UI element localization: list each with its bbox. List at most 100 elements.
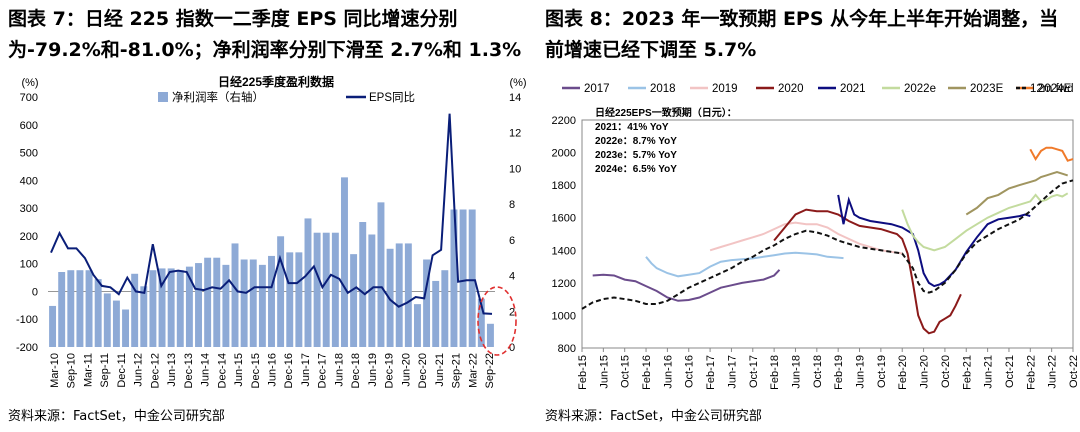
net-margin-bar: [49, 305, 57, 347]
x-tick: Oct-19: [876, 355, 888, 388]
chart1-title: 日经225季度盈利数据: [218, 74, 334, 89]
y-left-tick: 600: [20, 120, 38, 132]
x-tick: Feb-21: [961, 355, 973, 390]
net-margin-bar: [213, 257, 221, 347]
x-tick: Oct-18: [812, 355, 824, 388]
x-tick: Dec-11: [116, 353, 128, 388]
y-left-tick: 500: [20, 148, 38, 160]
x-tick: Jun-17: [300, 353, 312, 387]
net-margin-bar: [103, 293, 111, 347]
net-margin-bar: [67, 270, 75, 347]
series-line-2017: [592, 269, 781, 302]
x-tick: Jun-19: [367, 353, 379, 387]
eps-yoy-line: [50, 113, 493, 315]
net-margin-bar: [158, 268, 166, 347]
series-line-12m-fwd: [581, 179, 1074, 310]
plot-frame: [581, 119, 1074, 349]
legend-bar-label: 净利润率（右轴）: [172, 90, 264, 104]
net-margin-bar: [368, 234, 376, 347]
legend-line-label: EPS同比: [369, 91, 415, 104]
chart1-right-unit: (%): [509, 77, 526, 89]
net-margin-bar: [240, 259, 248, 347]
y-tick: 1400: [552, 245, 576, 257]
y-left-tick: 200: [20, 231, 38, 243]
y-left-tick: 100: [20, 259, 38, 271]
x-tick: Feb-19: [833, 355, 845, 390]
net-margin-bar: [304, 218, 312, 347]
net-margin-bar: [404, 243, 412, 347]
x-tick: Feb-22: [1025, 355, 1037, 390]
annotation-2022e: 2022e：8.7% YoY: [595, 136, 677, 147]
y-right-tick: 14: [509, 92, 521, 104]
annotation-2023e: 2023e：5.7% YoY: [595, 150, 677, 161]
net-margin-bar: [204, 257, 212, 347]
net-margin-bar: [85, 270, 93, 347]
figure7-title: 图表 7：日经 225 指数一二季度 EPS 同比增速分别为-79.2%和-81…: [8, 8, 522, 61]
net-margin-bar: [295, 252, 303, 347]
chart2-title: 日经225EPS一致预期（日元）：: [595, 106, 737, 119]
net-margin-bar: [486, 323, 494, 347]
net-margin-bar: [122, 309, 130, 347]
series-line-2021: [837, 194, 1031, 288]
annotation-2021: 2021：41% YoY: [595, 122, 669, 133]
legend-label-2017: 2017: [584, 83, 610, 95]
x-tick: Jun-21: [983, 355, 995, 389]
net-margin-bar: [140, 286, 148, 347]
net-margin-bar: [377, 202, 385, 347]
y-left-tick: 400: [20, 175, 38, 187]
figure8-title: 图表 8：2023 年一致预期 EPS 从今年上半年开始调整，当前增速已经下调至…: [545, 8, 1059, 61]
net-margin-bar: [322, 232, 330, 347]
net-margin-bar: [459, 209, 467, 347]
x-tick: Dec-20: [417, 353, 429, 388]
x-tick: Feb-18: [769, 355, 781, 390]
x-tick: Dec-19: [384, 353, 396, 388]
y-right-tick: 2: [509, 306, 515, 318]
legend-label-12m-fwd: 12m fwd: [1030, 83, 1073, 95]
x-tick: Dec-15: [250, 353, 262, 388]
net-margin-bar: [76, 270, 84, 347]
x-tick: Jun-18: [790, 355, 802, 389]
x-tick: Dec-18: [350, 353, 362, 388]
x-tick: Dec-13: [183, 353, 195, 388]
x-tick: Feb-20: [897, 355, 909, 390]
net-margin-bar: [413, 304, 421, 347]
y-left-tick: 700: [20, 92, 38, 104]
net-margin-bar: [313, 232, 321, 347]
legend-label-2022e: 2022e: [904, 83, 936, 95]
x-tick: Jun-16: [662, 355, 674, 389]
x-tick: Jun-14: [200, 353, 212, 387]
net-margin-bar: [58, 272, 66, 347]
legend-label-2024e: 2024E: [1038, 83, 1072, 95]
legend-bar-swatch: [158, 92, 168, 102]
x-tick: Jun-20: [919, 355, 931, 389]
net-margin-bar: [450, 209, 458, 347]
y-tick: 1200: [552, 278, 576, 290]
net-margin-bar: [286, 252, 294, 347]
x-tick: Jun-22: [1047, 355, 1059, 389]
y-tick: 1800: [552, 180, 576, 192]
legend-label-2019: 2019: [712, 83, 738, 95]
net-margin-bar: [423, 259, 431, 347]
x-tick: Oct-17: [748, 355, 760, 388]
x-tick: Jun-21: [434, 353, 446, 387]
x-tick: Sep-21: [451, 353, 463, 388]
chart1-left-unit: (%): [21, 77, 38, 89]
x-tick: Mar-11: [82, 353, 94, 387]
x-tick: Feb-16: [641, 355, 653, 390]
net-margin-bar: [249, 259, 257, 347]
legend-label-2018: 2018: [650, 83, 676, 95]
series-line-2020: [773, 208, 962, 335]
x-tick: Mar-22: [467, 353, 479, 388]
y-tick: 1600: [552, 213, 576, 225]
x-tick: Feb-17: [705, 355, 717, 390]
net-margin-bar: [112, 300, 120, 347]
net-margin-bar: [268, 255, 275, 347]
legend-label-2021: 2021: [840, 83, 866, 95]
net-margin-bar: [350, 254, 358, 347]
x-tick: Sep-10: [66, 353, 78, 388]
y-right-tick: 12: [509, 128, 521, 140]
net-margin-bar: [331, 232, 339, 347]
net-margin-bar: [477, 298, 485, 347]
net-margin-bar: [131, 273, 139, 347]
